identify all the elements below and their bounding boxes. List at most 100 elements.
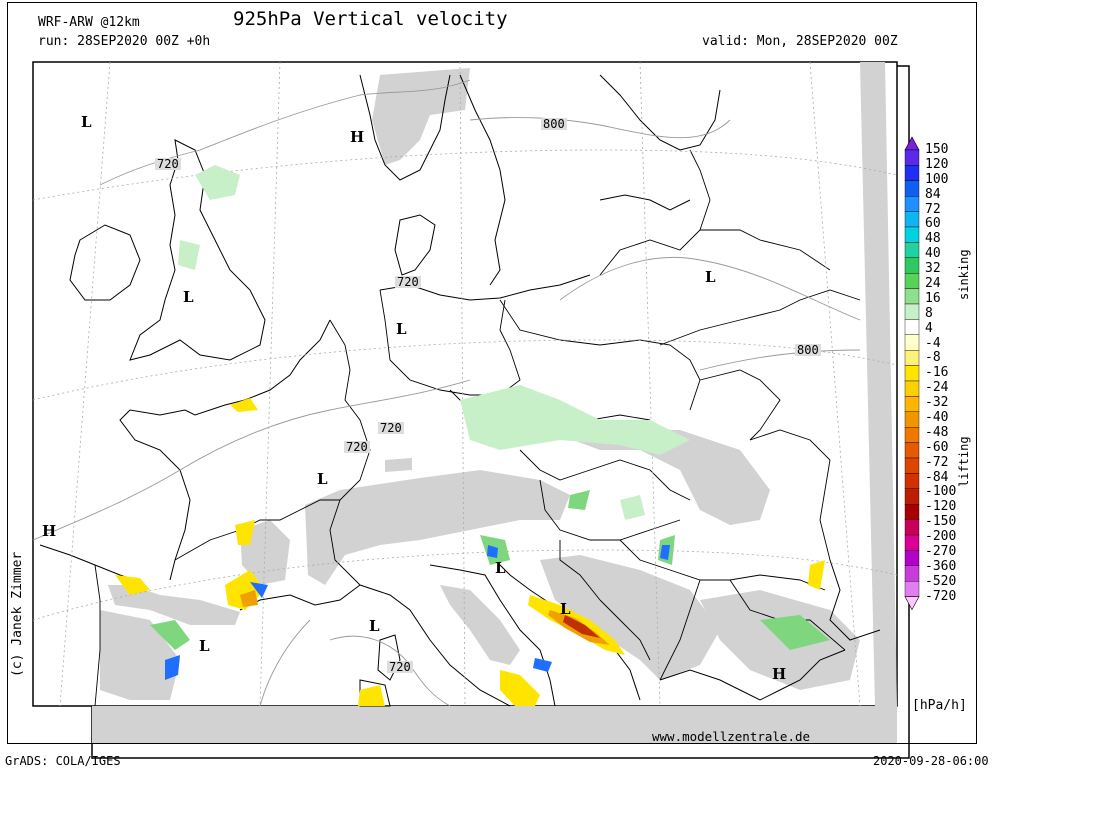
colorbar-tick-label: 72: [925, 201, 941, 217]
colorbar-tick-label: -24: [925, 380, 949, 396]
pressure-label: L: [81, 113, 92, 131]
colorbar: [904, 136, 920, 611]
contour-label: 800: [797, 343, 819, 357]
contour-label: 720: [397, 275, 419, 289]
colorbar-tick-label: 32: [925, 261, 941, 277]
timestamp-label: 2020-09-28-06:00: [873, 754, 989, 768]
colorbar-segment: [904, 319, 920, 335]
colorbar-tick-label: -84: [925, 469, 949, 485]
colorbar-segment: [904, 365, 920, 382]
valid-label: valid: Mon, 28SEP2020 00Z: [702, 34, 898, 49]
colorbar-tick-label: -100: [925, 484, 957, 500]
pressure-label: L: [705, 268, 716, 286]
terrain-area: [92, 706, 897, 743]
pressure-label: L: [369, 617, 380, 635]
colorbar-tick-label: 16: [925, 290, 941, 306]
colorbar-cap-top: [904, 136, 920, 151]
colorbar-segment: [904, 427, 920, 443]
colorbar-segment: [904, 226, 920, 243]
colorbar-tick-label: 24: [925, 275, 941, 291]
terrain-area: [100, 610, 180, 700]
colorbar-segment: [904, 380, 920, 397]
colorbar-segment: [904, 180, 920, 197]
run-label: run: 28SEP2020 00Z +0h: [38, 34, 211, 49]
pressure-label: H: [772, 665, 786, 683]
colorbar-segment: [904, 488, 920, 505]
pressure-label: L: [396, 320, 407, 338]
colorbar-tick-label: 8: [925, 305, 933, 321]
colorbar-segment: [904, 242, 920, 258]
lifting-label: lifting: [957, 436, 971, 487]
terrain-area: [860, 62, 897, 706]
pressure-label: H: [42, 522, 56, 540]
colorbar-tick-label: -360: [925, 558, 957, 574]
colorbar-tick-label: -200: [925, 529, 957, 545]
colorbar-tick-label: -520: [925, 573, 957, 589]
colorbar-tick-label: -8: [925, 350, 941, 366]
copyright-label: (c) Janek Zimmer: [10, 551, 25, 677]
grads-label: GrADS: COLA/IGES: [5, 754, 121, 768]
pressure-label: L: [317, 470, 328, 488]
model-label: WRF-ARW @12km: [38, 15, 140, 30]
pressure-label: L: [183, 288, 194, 306]
pressure-label: L: [495, 559, 506, 577]
sinking-label: sinking: [957, 249, 971, 300]
colorbar-tick-label: 150: [925, 142, 949, 157]
colorbar-segment: [904, 195, 920, 212]
colorbar-cap-bottom: [904, 596, 920, 611]
colorbar-segment: [904, 411, 920, 428]
colorbar-tick-label: -120: [925, 499, 957, 515]
colorbar-tick-label: -40: [925, 409, 949, 425]
colorbar-tick-label: -32: [925, 395, 949, 411]
colorbar-tick-label: 48: [925, 231, 941, 247]
colorbar-tick-label: -4: [925, 335, 941, 351]
units-label: [hPa/h]: [912, 698, 967, 713]
colorbar-segment: [904, 504, 920, 520]
pressure-label: L: [199, 637, 210, 655]
colorbar-segment: [904, 165, 920, 181]
colorbar-tick-label: -48: [925, 424, 949, 440]
colorbar-tick-label: 84: [925, 186, 941, 202]
vertical-velocity-field: [115, 165, 830, 706]
colorbar-tick-label: -60: [925, 439, 949, 455]
colorbar-segment: [904, 565, 920, 582]
contour-label: 720: [157, 157, 179, 171]
terrain-area: [540, 555, 720, 680]
pressure-label: L: [560, 600, 571, 618]
colorbar-tick-label: -150: [925, 514, 957, 530]
chart-title: 925hPa Vertical velocity: [233, 8, 508, 30]
colorbar-segment: [904, 288, 920, 305]
pressure-label: H: [350, 128, 364, 146]
contour-label: 800: [543, 117, 565, 131]
colorbar-segment: [904, 350, 920, 366]
terrain-area: [305, 470, 570, 585]
colorbar-tick-label: -720: [925, 588, 957, 604]
colorbar-segment: [904, 257, 920, 274]
terrain-area: [440, 585, 520, 665]
colorbar-segment: [904, 334, 920, 351]
colorbar-segment: [904, 581, 920, 597]
colorbar-segment: [904, 303, 920, 320]
geopotential-contours: [32, 79, 861, 707]
pressure-centers: L L L L L L L L L H H H: [42, 113, 786, 683]
colorbar-segment: [904, 149, 920, 166]
website-label: www.modellzentrale.de: [652, 729, 811, 744]
colorbar-segment: [904, 211, 920, 228]
colorbar-tick-label: -72: [925, 454, 949, 470]
colorbar-segment: [904, 396, 920, 412]
terrain-area: [560, 430, 770, 525]
colorbar-segment: [904, 550, 920, 567]
colorbar-segment: [904, 457, 920, 474]
contour-label: 720: [389, 660, 411, 674]
contour-labels: 720 720 720 720 720 720 800 800: [155, 117, 821, 674]
colorbar-tick-label: 120: [925, 156, 949, 172]
colorbar-tick-label: 100: [925, 171, 949, 187]
colorbar-tick-label: 60: [925, 216, 941, 232]
colorbar-segment: [904, 442, 920, 459]
colorbar-tick-label: 40: [925, 246, 941, 262]
terrain-area: [385, 458, 412, 472]
contour-label: 720: [346, 440, 368, 454]
colorbar-tick-label: 4: [925, 320, 933, 336]
colorbar-segment: [904, 534, 920, 551]
